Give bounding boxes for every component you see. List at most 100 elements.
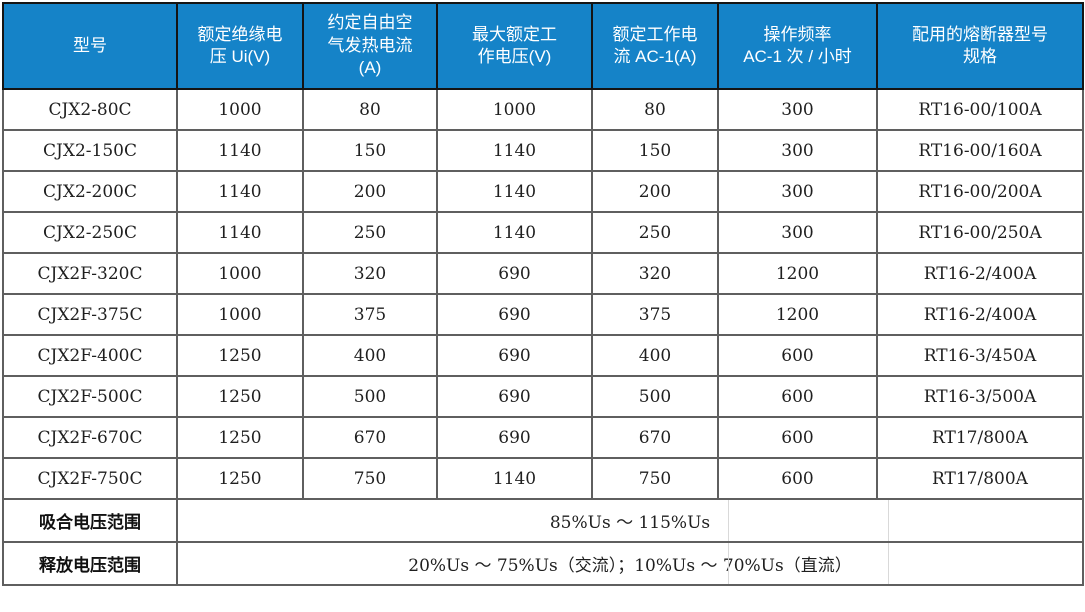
table-row: CJX2F-375C 1000 375 690 375 1200 RT16-2/…: [2, 293, 1084, 336]
cell-model: CJX2F-500C: [2, 375, 178, 418]
cell-insulation-voltage: 1140: [176, 129, 304, 172]
contactor-spec-table: 型号 额定绝缘电 压 Ui(V) 约定自由空 气发热电流 (A) 最大额定工 作…: [2, 2, 1084, 586]
cell-insulation-voltage: 1140: [176, 170, 304, 213]
cell-fuse: RT17/800A: [876, 416, 1084, 459]
cell-model: CJX2F-320C: [2, 252, 178, 295]
table-row: CJX2F-320C 1000 320 690 320 1200 RT16-2/…: [2, 252, 1084, 295]
cell-insulation-voltage: 1250: [176, 375, 304, 418]
cell-frequency: 1200: [717, 252, 878, 295]
cell-model: CJX2F-375C: [2, 293, 178, 336]
table-row: CJX2F-750C 1250 750 1140 750 600 RT17/80…: [2, 457, 1084, 500]
cell-model: CJX2F-400C: [2, 334, 178, 377]
header-cell-max-working-voltage: 最大额定工 作电压(V): [436, 2, 593, 90]
table-row: CJX2F-400C 1250 400 690 400 600 RT16-3/4…: [2, 334, 1084, 377]
cell-working-current: 670: [591, 416, 719, 459]
ghost-column-divider: [728, 543, 729, 584]
ghost-column-divider: [888, 543, 889, 584]
cell-thermal-current: 200: [302, 170, 438, 213]
cell-working-current: 500: [591, 375, 719, 418]
cell-max-voltage: 1000: [436, 88, 593, 131]
cell-max-voltage: 1140: [436, 170, 593, 213]
cell-model: CJX2-200C: [2, 170, 178, 213]
cell-model: CJX2F-670C: [2, 416, 178, 459]
footer-row-release-voltage: 释放电压范围 20%Us ～ 75%Us（交流）；10%Us ～ 70%Us（直…: [2, 541, 1084, 586]
cell-thermal-current: 670: [302, 416, 438, 459]
cell-working-current: 250: [591, 211, 719, 254]
table-row: CJX2F-670C 1250 670 690 670 600 RT17/800…: [2, 416, 1084, 459]
cell-fuse: RT16-00/200A: [876, 170, 1084, 213]
cell-fuse: RT16-00/100A: [876, 88, 1084, 131]
spec-sheet: 型号 额定绝缘电 压 Ui(V) 约定自由空 气发热电流 (A) 最大额定工 作…: [2, 2, 1084, 586]
cell-max-voltage: 690: [436, 416, 593, 459]
footer-value-text: 85%Us ～ 115%Us: [549, 513, 711, 533]
ghost-column-divider: [728, 500, 729, 541]
cell-thermal-current: 375: [302, 293, 438, 336]
cell-max-voltage: 690: [436, 293, 593, 336]
header-cell-fuse-spec: 配用的熔断器型号 规格: [876, 2, 1084, 90]
footer-value-pickup-voltage: 85%Us ～ 115%Us: [176, 498, 1084, 543]
cell-fuse: RT16-3/450A: [876, 334, 1084, 377]
cell-thermal-current: 250: [302, 211, 438, 254]
table-row: CJX2-250C 1140 250 1140 250 300 RT16-00/…: [2, 211, 1084, 254]
cell-frequency: 300: [717, 170, 878, 213]
cell-insulation-voltage: 1140: [176, 211, 304, 254]
cell-frequency: 1200: [717, 293, 878, 336]
cell-thermal-current: 750: [302, 457, 438, 500]
cell-frequency: 600: [717, 334, 878, 377]
cell-thermal-current: 150: [302, 129, 438, 172]
cell-max-voltage: 1140: [436, 457, 593, 500]
cell-fuse: RT16-3/500A: [876, 375, 1084, 418]
cell-max-voltage: 690: [436, 375, 593, 418]
cell-working-current: 320: [591, 252, 719, 295]
cell-max-voltage: 1140: [436, 129, 593, 172]
cell-fuse: RT17/800A: [876, 457, 1084, 500]
footer-value-release-voltage: 20%Us ～ 75%Us（交流）；10%Us ～ 70%Us（直流）: [176, 541, 1084, 586]
cell-thermal-current: 80: [302, 88, 438, 131]
cell-working-current: 375: [591, 293, 719, 336]
table-row: CJX2-150C 1140 150 1140 150 300 RT16-00/…: [2, 129, 1084, 172]
cell-model: CJX2-250C: [2, 211, 178, 254]
cell-model: CJX2-150C: [2, 129, 178, 172]
cell-thermal-current: 320: [302, 252, 438, 295]
ghost-column-divider: [888, 500, 889, 541]
cell-model: CJX2F-750C: [2, 457, 178, 500]
cell-fuse: RT16-2/400A: [876, 293, 1084, 336]
table-row: CJX2-80C 1000 80 1000 80 300 RT16-00/100…: [2, 88, 1084, 131]
header-cell-rated-insulation-voltage: 额定绝缘电 压 Ui(V): [176, 2, 304, 90]
footer-row-pickup-voltage: 吸合电压范围 85%Us ～ 115%Us: [2, 498, 1084, 543]
footer-label-pickup-voltage: 吸合电压范围: [2, 498, 178, 543]
cell-frequency: 600: [717, 457, 878, 500]
header-cell-model: 型号: [2, 2, 178, 90]
footer-label-release-voltage: 释放电压范围: [2, 541, 178, 586]
cell-max-voltage: 690: [436, 252, 593, 295]
cell-working-current: 200: [591, 170, 719, 213]
cell-frequency: 600: [717, 375, 878, 418]
footer-value-text: 20%Us ～ 75%Us（交流）；10%Us ～ 70%Us（直流）: [408, 556, 852, 576]
cell-max-voltage: 690: [436, 334, 593, 377]
cell-frequency: 300: [717, 129, 878, 172]
header-cell-rated-working-current: 额定工作电 流 AC-1(A): [591, 2, 719, 90]
cell-insulation-voltage: 1000: [176, 88, 304, 131]
cell-model: CJX2-80C: [2, 88, 178, 131]
cell-insulation-voltage: 1000: [176, 252, 304, 295]
cell-fuse: RT16-2/400A: [876, 252, 1084, 295]
cell-working-current: 80: [591, 88, 719, 131]
cell-working-current: 750: [591, 457, 719, 500]
cell-working-current: 400: [591, 334, 719, 377]
cell-max-voltage: 1140: [436, 211, 593, 254]
cell-frequency: 300: [717, 211, 878, 254]
cell-insulation-voltage: 1250: [176, 416, 304, 459]
cell-thermal-current: 500: [302, 375, 438, 418]
cell-thermal-current: 400: [302, 334, 438, 377]
cell-fuse: RT16-00/250A: [876, 211, 1084, 254]
table-row: CJX2F-500C 1250 500 690 500 600 RT16-3/5…: [2, 375, 1084, 418]
cell-insulation-voltage: 1000: [176, 293, 304, 336]
header-row: 型号 额定绝缘电 压 Ui(V) 约定自由空 气发热电流 (A) 最大额定工 作…: [2, 2, 1084, 90]
cell-frequency: 600: [717, 416, 878, 459]
table-row: CJX2-200C 1140 200 1140 200 300 RT16-00/…: [2, 170, 1084, 213]
cell-frequency: 300: [717, 88, 878, 131]
cell-insulation-voltage: 1250: [176, 457, 304, 500]
cell-fuse: RT16-00/160A: [876, 129, 1084, 172]
cell-working-current: 150: [591, 129, 719, 172]
header-cell-operation-frequency: 操作频率 AC-1 次 / 小时: [717, 2, 878, 90]
